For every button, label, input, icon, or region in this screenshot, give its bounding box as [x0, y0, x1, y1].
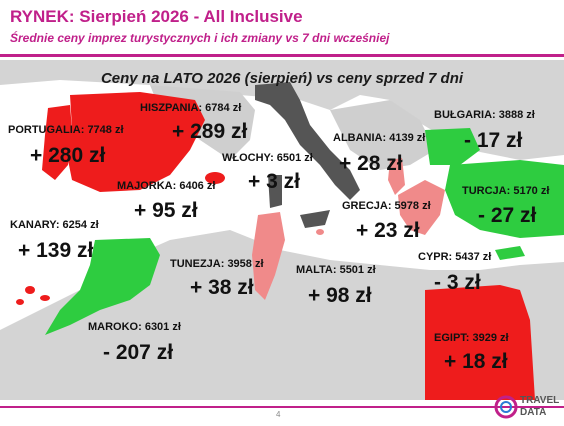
label-egipt: EGIPT: 3929 zł: [434, 332, 509, 344]
land-europe: [0, 60, 564, 160]
delta-tunezja: + 38 zł: [190, 276, 254, 299]
region-kanary-1: [25, 286, 35, 294]
region-kanary-2: [40, 295, 50, 301]
region-egipt: [425, 285, 535, 400]
region-malta: [316, 229, 324, 235]
region-sycylia: [300, 210, 330, 228]
page-number: 4: [276, 410, 281, 419]
region-turcja: [445, 160, 564, 238]
delta-wlochy: + 3 zł: [248, 170, 300, 193]
delta-egipt: + 18 zł: [444, 350, 508, 373]
region-cypr: [495, 246, 525, 260]
label-maroko: MAROKO: 6301 zł: [88, 321, 181, 333]
label-kanary: KANARY: 6254 zł: [10, 219, 99, 231]
label-portugalia: PORTUGALIA: 7748 zł: [8, 124, 124, 136]
page-subtitle: Średnie ceny imprez turystycznych i ich …: [10, 31, 390, 45]
delta-cypr: - 3 zł: [434, 271, 481, 294]
label-bulgaria: BUŁGARIA: 3888 zł: [434, 109, 535, 121]
region-majorka: [205, 172, 225, 184]
region-wlochy: [255, 82, 360, 200]
delta-hiszpania: + 289 zł: [172, 120, 248, 143]
label-turcja: TURCJA: 5170 zł: [462, 185, 550, 197]
footer-divider: [0, 406, 564, 408]
label-tunezja: TUNEZJA: 3958 zł: [170, 258, 264, 270]
label-cypr: CYPR: 5437 zł: [418, 251, 492, 263]
header-divider: [0, 54, 564, 57]
region-maroko: [45, 238, 160, 335]
delta-albania: + 28 zł: [339, 152, 403, 175]
label-hiszpania: HISZPANIA: 6784 zł: [140, 102, 242, 114]
region-portugalia: [42, 105, 72, 180]
delta-majorka: + 95 zł: [134, 199, 198, 222]
label-malta: MALTA: 5501 zł: [296, 264, 376, 276]
delta-malta: + 98 zł: [308, 284, 372, 307]
label-grecja: GRECJA: 5978 zł: [342, 200, 431, 212]
label-wlochy: WŁOCHY: 6501 zł: [222, 152, 313, 164]
region-hiszpania: [68, 92, 205, 192]
label-majorka: MAJORKA: 6406 zł: [117, 180, 216, 192]
logo-text-travel: TRAVEL: [520, 395, 560, 406]
delta-bulgaria: - 17 zł: [464, 129, 523, 152]
header: RYNEK: Sierpień 2026 - All Inclusive Śre…: [0, 0, 564, 58]
logo-text-data: DATA: [520, 407, 547, 418]
delta-turcja: - 27 zł: [478, 204, 537, 227]
delta-portugalia: + 280 zł: [30, 144, 106, 167]
region-albania: [388, 158, 405, 195]
region-bulgaria: [425, 128, 480, 165]
page-title: RYNEK: Sierpień 2026 - All Inclusive: [10, 7, 303, 26]
delta-kanary: + 139 zł: [18, 239, 94, 262]
travel-data-logo: TRAVEL DATA: [494, 393, 560, 421]
region-tunezja: [252, 212, 285, 300]
label-albania: ALBANIA: 4139 zł: [333, 132, 426, 144]
delta-maroko: - 207 zł: [103, 341, 174, 364]
mediterranean-map: [0, 60, 564, 400]
land-balkans: [330, 100, 435, 170]
region-sardynia: [268, 175, 282, 208]
logo-icon: [494, 395, 518, 419]
region-grecja: [398, 180, 445, 235]
region-kanary-3: [16, 299, 24, 305]
delta-grecja: + 23 zł: [356, 219, 420, 242]
map-title: Ceny na LATO 2026 (sierpień) vs ceny spr…: [100, 70, 464, 87]
